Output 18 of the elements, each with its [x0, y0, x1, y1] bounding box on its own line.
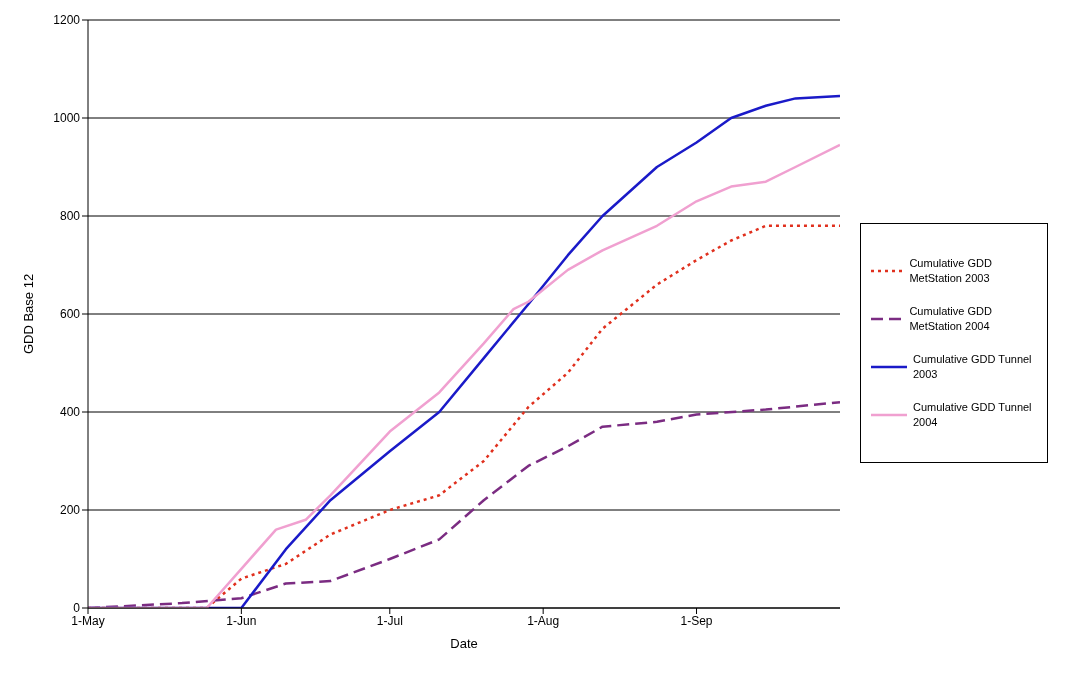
y-tick-label: 0	[73, 601, 81, 616]
y-tick-label: 800	[59, 209, 81, 224]
y-tick-label: 1000	[53, 111, 81, 126]
legend-label: Cumulative GDD MetStation 2003	[909, 256, 993, 286]
legend-label: Cumulative GDD MetStation 2004	[909, 304, 993, 334]
x-tick-label: 1-Jun	[226, 613, 257, 628]
y-tick-label: 400	[59, 405, 81, 420]
legend-label: Cumulative GDD Tunnel 2003	[912, 352, 1033, 382]
x-tick-label: 1-Sep	[680, 613, 713, 628]
y-tick-label: 600	[59, 307, 81, 322]
x-axis-title: Date	[450, 636, 478, 651]
x-tick-label: 1-Aug	[527, 613, 560, 628]
x-tick-label: 1-Jul	[376, 613, 403, 628]
y-tick-label: 200	[59, 503, 81, 518]
y-tick-label: 1200	[53, 13, 81, 28]
y-axis-title: GDD Base 12	[20, 273, 36, 355]
x-tick-label: 1-May	[71, 613, 105, 628]
legend-label: Cumulative GDD Tunnel 2004	[912, 400, 1033, 430]
